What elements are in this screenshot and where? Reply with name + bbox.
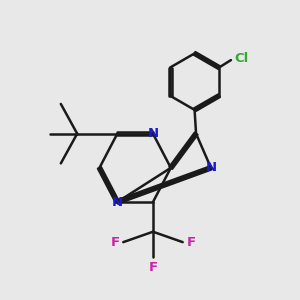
Text: F: F bbox=[148, 261, 158, 274]
Text: F: F bbox=[111, 236, 120, 249]
Text: Cl: Cl bbox=[235, 52, 249, 65]
Text: N: N bbox=[112, 196, 123, 208]
Text: N: N bbox=[147, 127, 158, 140]
Text: F: F bbox=[186, 236, 195, 249]
Text: N: N bbox=[206, 161, 217, 174]
